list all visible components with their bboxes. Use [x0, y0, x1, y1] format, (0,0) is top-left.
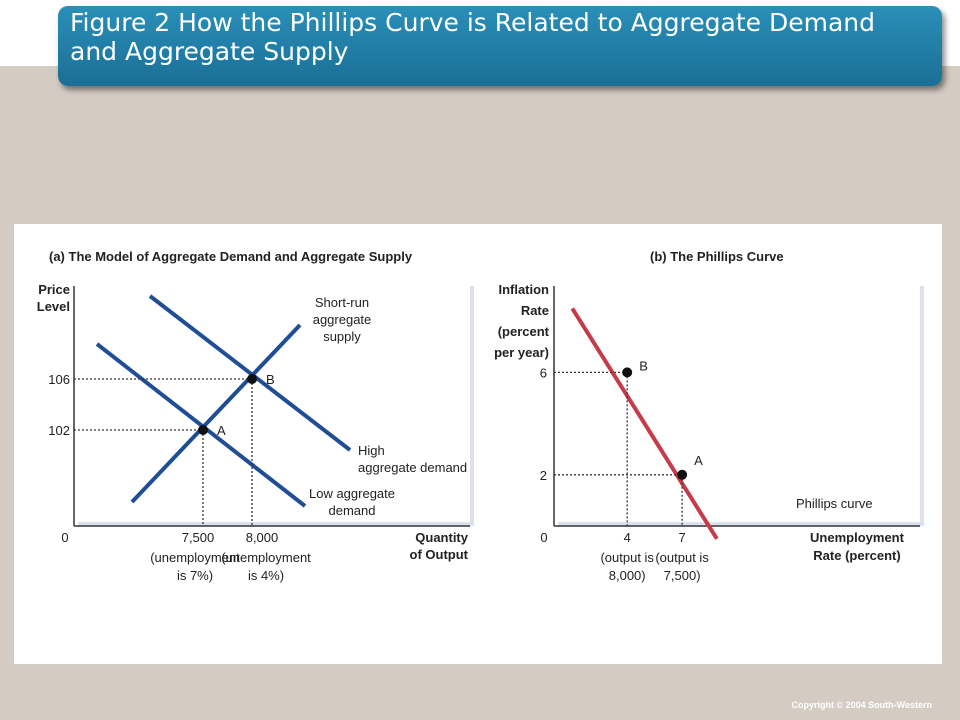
- panel-b-title: (b) The Phillips Curve: [650, 249, 784, 264]
- panel-b-point-label: A: [694, 453, 703, 468]
- panel-a-point: [198, 425, 208, 435]
- panel-a-plot: [74, 282, 470, 522]
- panel-a-ylabel: Price: [38, 282, 70, 297]
- panel-b-x-tick: 4: [624, 530, 631, 545]
- panel-a-point-label: A: [217, 423, 226, 438]
- panel-b-x-tick: 7: [678, 530, 685, 545]
- panel-a-xlabel: of Output: [410, 547, 469, 562]
- panel-b-ylabel: per year): [494, 345, 549, 360]
- panel-a-x-tick: 8,000: [246, 530, 279, 545]
- copyright: Copyright © 2004 South-Western: [791, 700, 932, 710]
- panel-b-phillips-curve: [570, 307, 719, 540]
- panel-a-sras-curve: [130, 323, 302, 504]
- panel-a-point: [247, 374, 257, 384]
- panel-a-ylabel: Level: [37, 299, 70, 314]
- panel-b-ylabel: Rate: [521, 303, 549, 318]
- panel-a-low-ad-curve: [95, 342, 307, 508]
- panel-a-low-ad-label: Low aggregate: [309, 486, 395, 501]
- charts-svg: (a) The Model of Aggregate Demand and Ag…: [37, 249, 924, 583]
- panel-b-point: [677, 469, 688, 480]
- title-banner: [58, 6, 942, 86]
- panel-a-xlabel: Quantity: [415, 530, 468, 545]
- panel-a-x-tick-sub: (unemployment: [221, 550, 311, 565]
- panel-a-high-ad-curve: [148, 294, 352, 452]
- panel-b-y-tick: 2: [540, 468, 547, 483]
- panel-b-xlabel: Unemployment: [810, 530, 905, 545]
- panel-a-point-label: B: [266, 372, 275, 387]
- panel-a-low-ad-label: demand: [329, 503, 376, 518]
- panel-b-x-tick-sub: (output is: [655, 550, 709, 565]
- panel-a-y-tick: 106: [48, 372, 70, 387]
- panel-a-high-ad-label: aggregate demand: [358, 460, 467, 475]
- figure-area: (a) The Model of Aggregate Demand and Ag…: [14, 224, 942, 664]
- panel-a-sras-label: Short-run: [315, 295, 369, 310]
- panel-b-origin: 0: [540, 530, 547, 545]
- panel-b-point-label: B: [639, 358, 648, 373]
- panel-a-x-tick-sub: is 4%): [248, 568, 284, 583]
- panel-a-origin: 0: [61, 530, 68, 545]
- panel-a-sras-label: supply: [323, 329, 361, 344]
- panel-b-x-tick-sub: (output is: [600, 550, 654, 565]
- panel-b-ylabel: (percent: [498, 324, 550, 339]
- panel-b-plot: [554, 282, 920, 522]
- panel-b-xlabel: Rate (percent): [813, 548, 900, 563]
- panel-a-title: (a) The Model of Aggregate Demand and Ag…: [49, 249, 413, 264]
- panel-a-high-ad-label: High: [358, 443, 385, 458]
- panel-b-ylabel: Inflation: [498, 282, 549, 297]
- panel-b-x-tick-sub: 7,500): [664, 568, 701, 583]
- panel-a-x-tick: 7,500: [182, 530, 215, 545]
- page-title: Figure 2 How the Phillips Curve is Relat…: [70, 8, 875, 66]
- panel-a-x-tick-sub: is 7%): [177, 568, 213, 583]
- panel-b-x-tick-sub: 8,000): [609, 568, 646, 583]
- panel-a-x-tick-sub: (unemployment: [150, 550, 240, 565]
- panel-b-point: [622, 367, 633, 378]
- panel-a-y-tick: 102: [48, 423, 70, 438]
- panel-b-y-tick: 6: [540, 365, 547, 380]
- panel-a-sras-label: aggregate: [313, 312, 372, 327]
- panel-b-phillips-label: Phillips curve: [796, 496, 873, 511]
